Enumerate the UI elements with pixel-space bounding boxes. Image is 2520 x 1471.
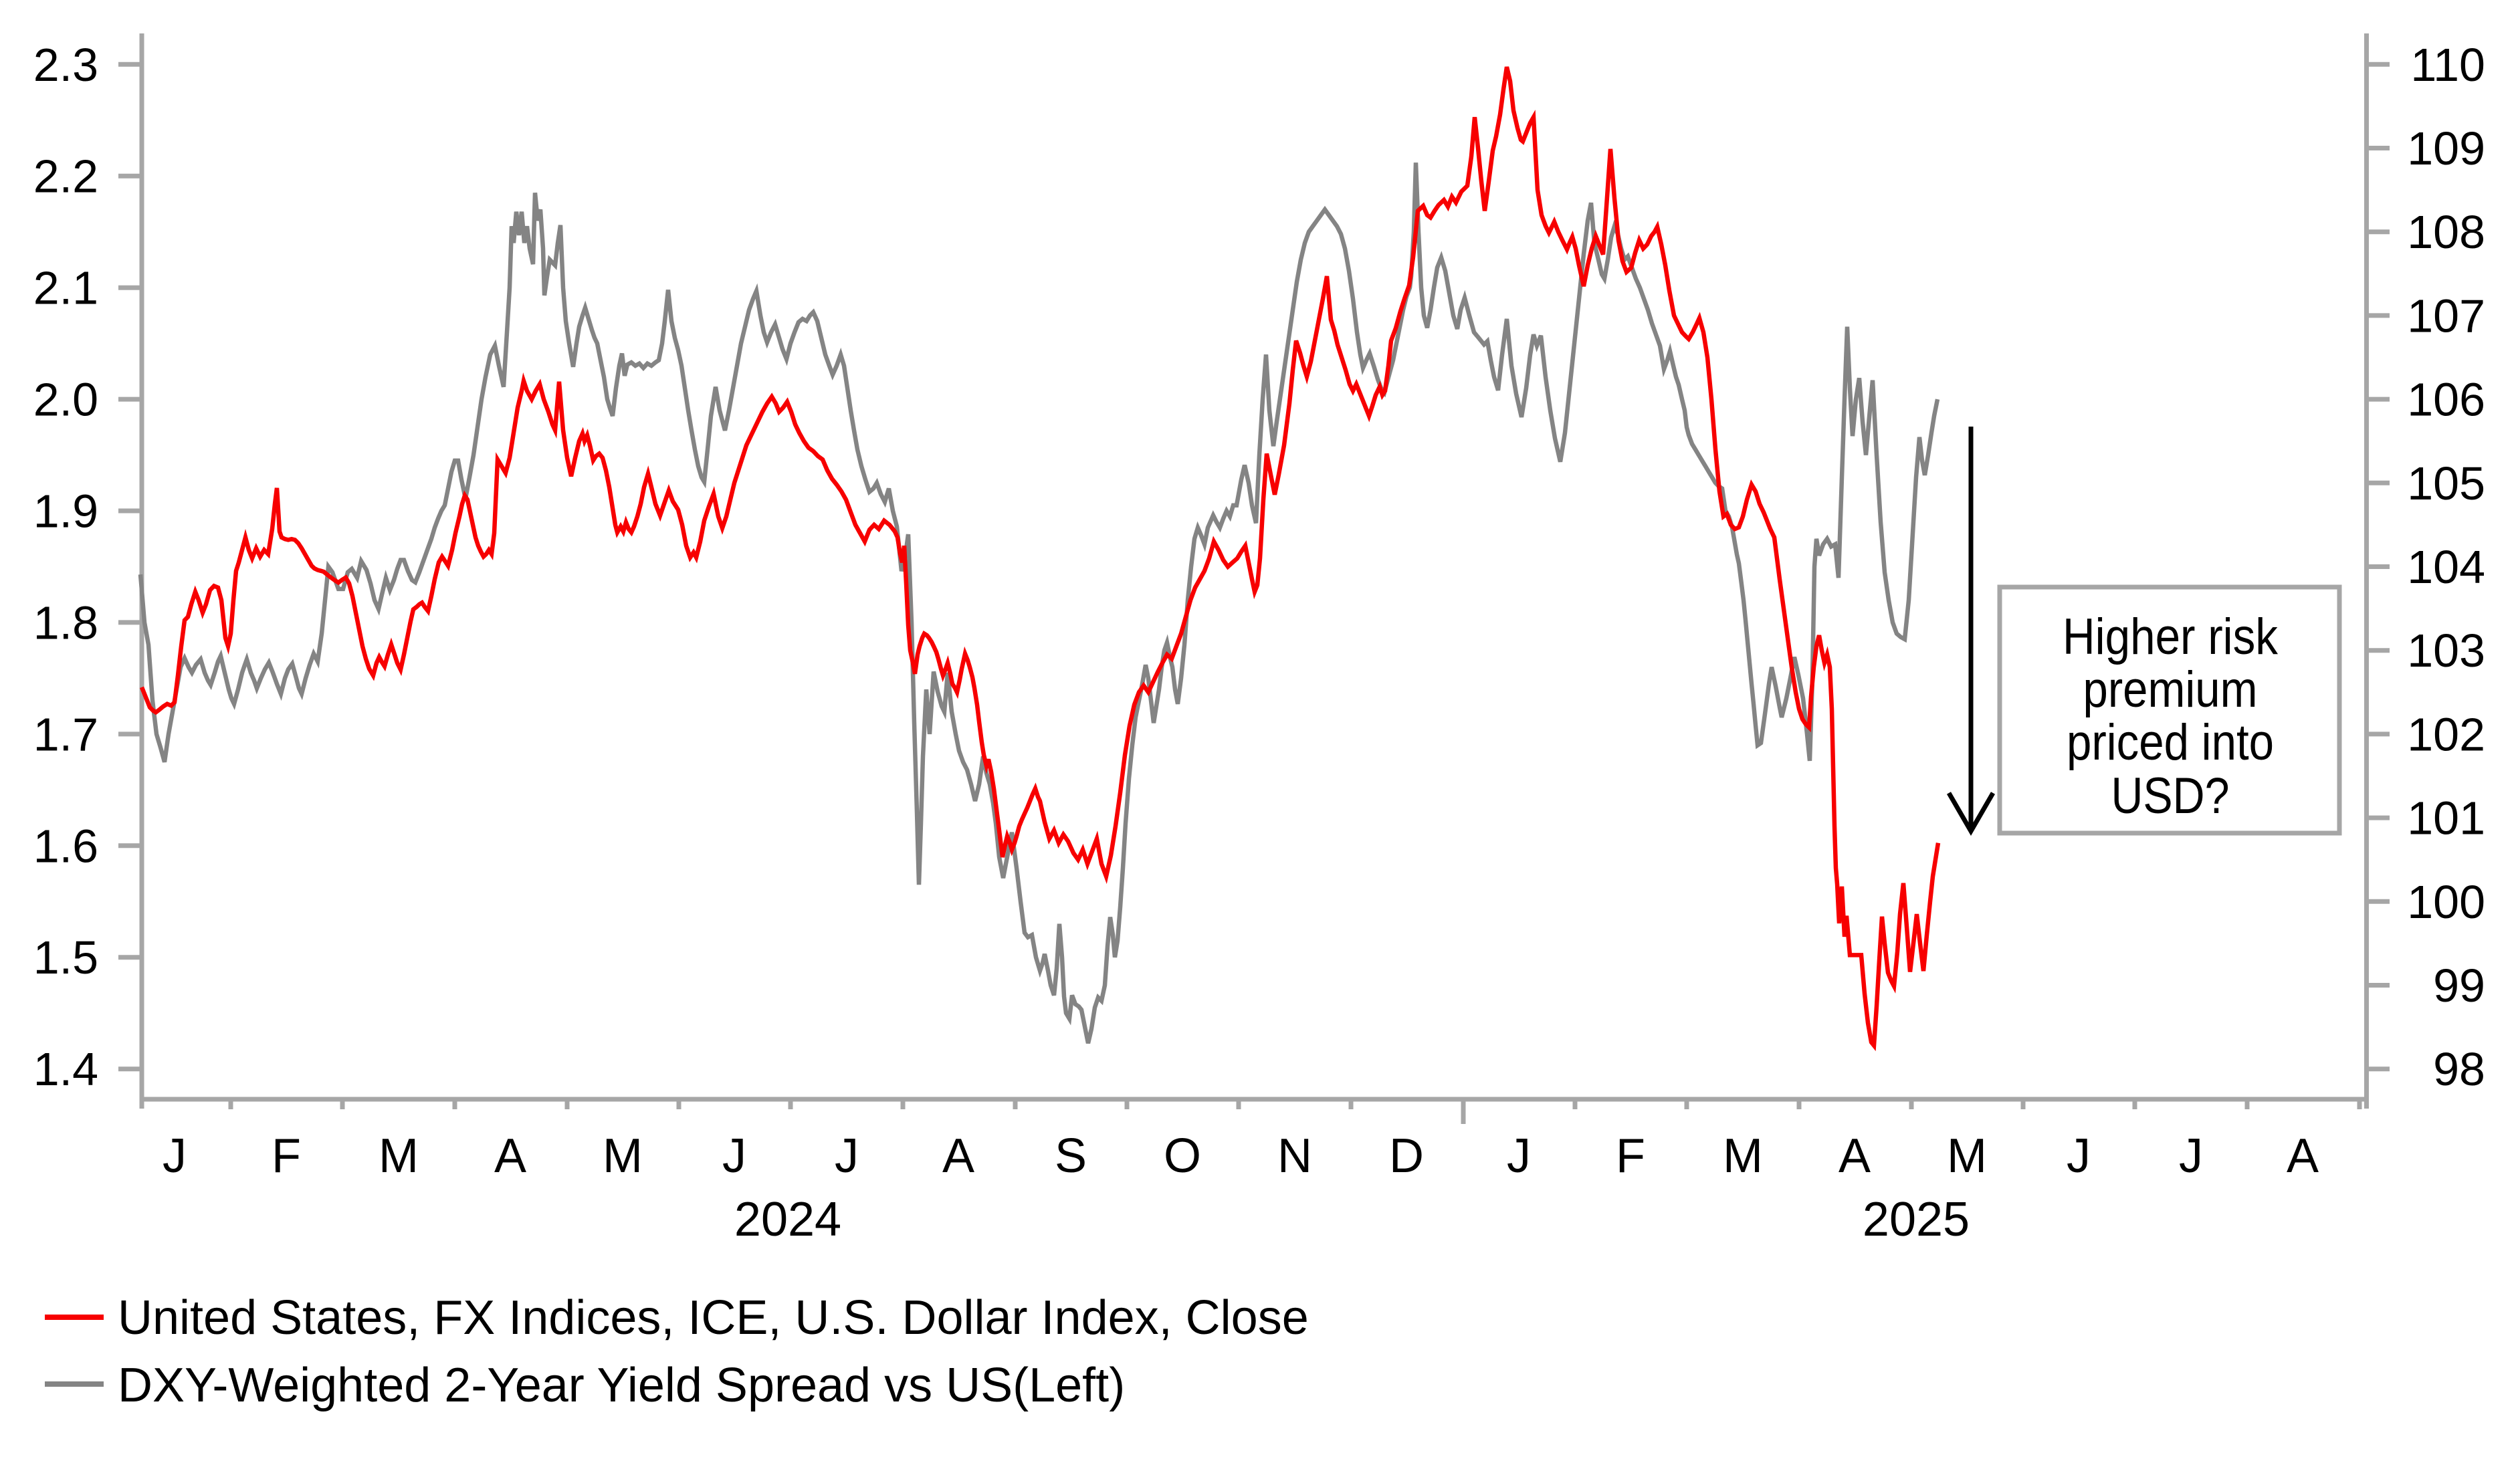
svg-text:priced into: priced into [2067,714,2274,771]
svg-text:1.8: 1.8 [33,596,98,649]
svg-text:F: F [272,1129,301,1183]
svg-text:98: 98 [2433,1043,2485,1095]
svg-text:M: M [379,1129,419,1183]
svg-text:109: 109 [2407,122,2485,175]
svg-text:S: S [1055,1129,1087,1183]
svg-text:2.0: 2.0 [33,374,98,426]
svg-text:M: M [603,1129,643,1183]
svg-text:2.1: 2.1 [33,262,98,314]
svg-text:1.6: 1.6 [33,820,98,872]
svg-text:premium: premium [2083,661,2258,718]
svg-text:J: J [722,1129,746,1183]
svg-text:A: A [1839,1129,1871,1183]
svg-text:2024: 2024 [734,1193,841,1246]
svg-text:J: J [163,1129,187,1183]
svg-text:Higher risk: Higher risk [2063,608,2279,665]
svg-text:107: 107 [2407,290,2485,342]
svg-text:106: 106 [2407,374,2485,426]
svg-text:A: A [2287,1129,2319,1183]
svg-text:105: 105 [2407,457,2485,510]
svg-text:99: 99 [2433,959,2485,1012]
svg-text:USD?: USD? [2111,768,2230,824]
svg-text:F: F [1616,1129,1645,1183]
svg-text:1.5: 1.5 [33,931,98,984]
svg-text:J: J [1507,1129,1531,1183]
svg-text:101: 101 [2407,792,2485,844]
svg-text:United States, FX Indices, ICE: United States, FX Indices, ICE, U.S. Dol… [118,1291,1309,1345]
svg-text:2.2: 2.2 [33,150,98,203]
svg-text:1.7: 1.7 [33,708,98,760]
svg-text:M: M [1723,1129,1763,1183]
svg-text:1.4: 1.4 [33,1043,98,1095]
svg-text:108: 108 [2407,206,2485,258]
svg-text:A: A [494,1129,526,1183]
svg-text:DXY-Weighted 2-Year Yield Spre: DXY-Weighted 2-Year Yield Spread vs US(L… [118,1359,1125,1412]
svg-text:110: 110 [2410,39,2485,91]
svg-text:103: 103 [2407,625,2485,677]
svg-text:A: A [942,1129,974,1183]
svg-text:2025: 2025 [1863,1193,1970,1246]
svg-text:2.3: 2.3 [33,39,98,91]
svg-text:O: O [1164,1129,1201,1183]
svg-text:M: M [1947,1129,1987,1183]
svg-text:104: 104 [2407,541,2485,593]
svg-text:J: J [2067,1129,2091,1183]
svg-text:N: N [1277,1129,1312,1183]
svg-text:1.9: 1.9 [33,485,98,538]
svg-text:100: 100 [2407,876,2485,928]
svg-text:J: J [835,1129,859,1183]
svg-text:J: J [2179,1129,2203,1183]
svg-text:102: 102 [2407,708,2485,760]
svg-text:D: D [1389,1129,1424,1183]
